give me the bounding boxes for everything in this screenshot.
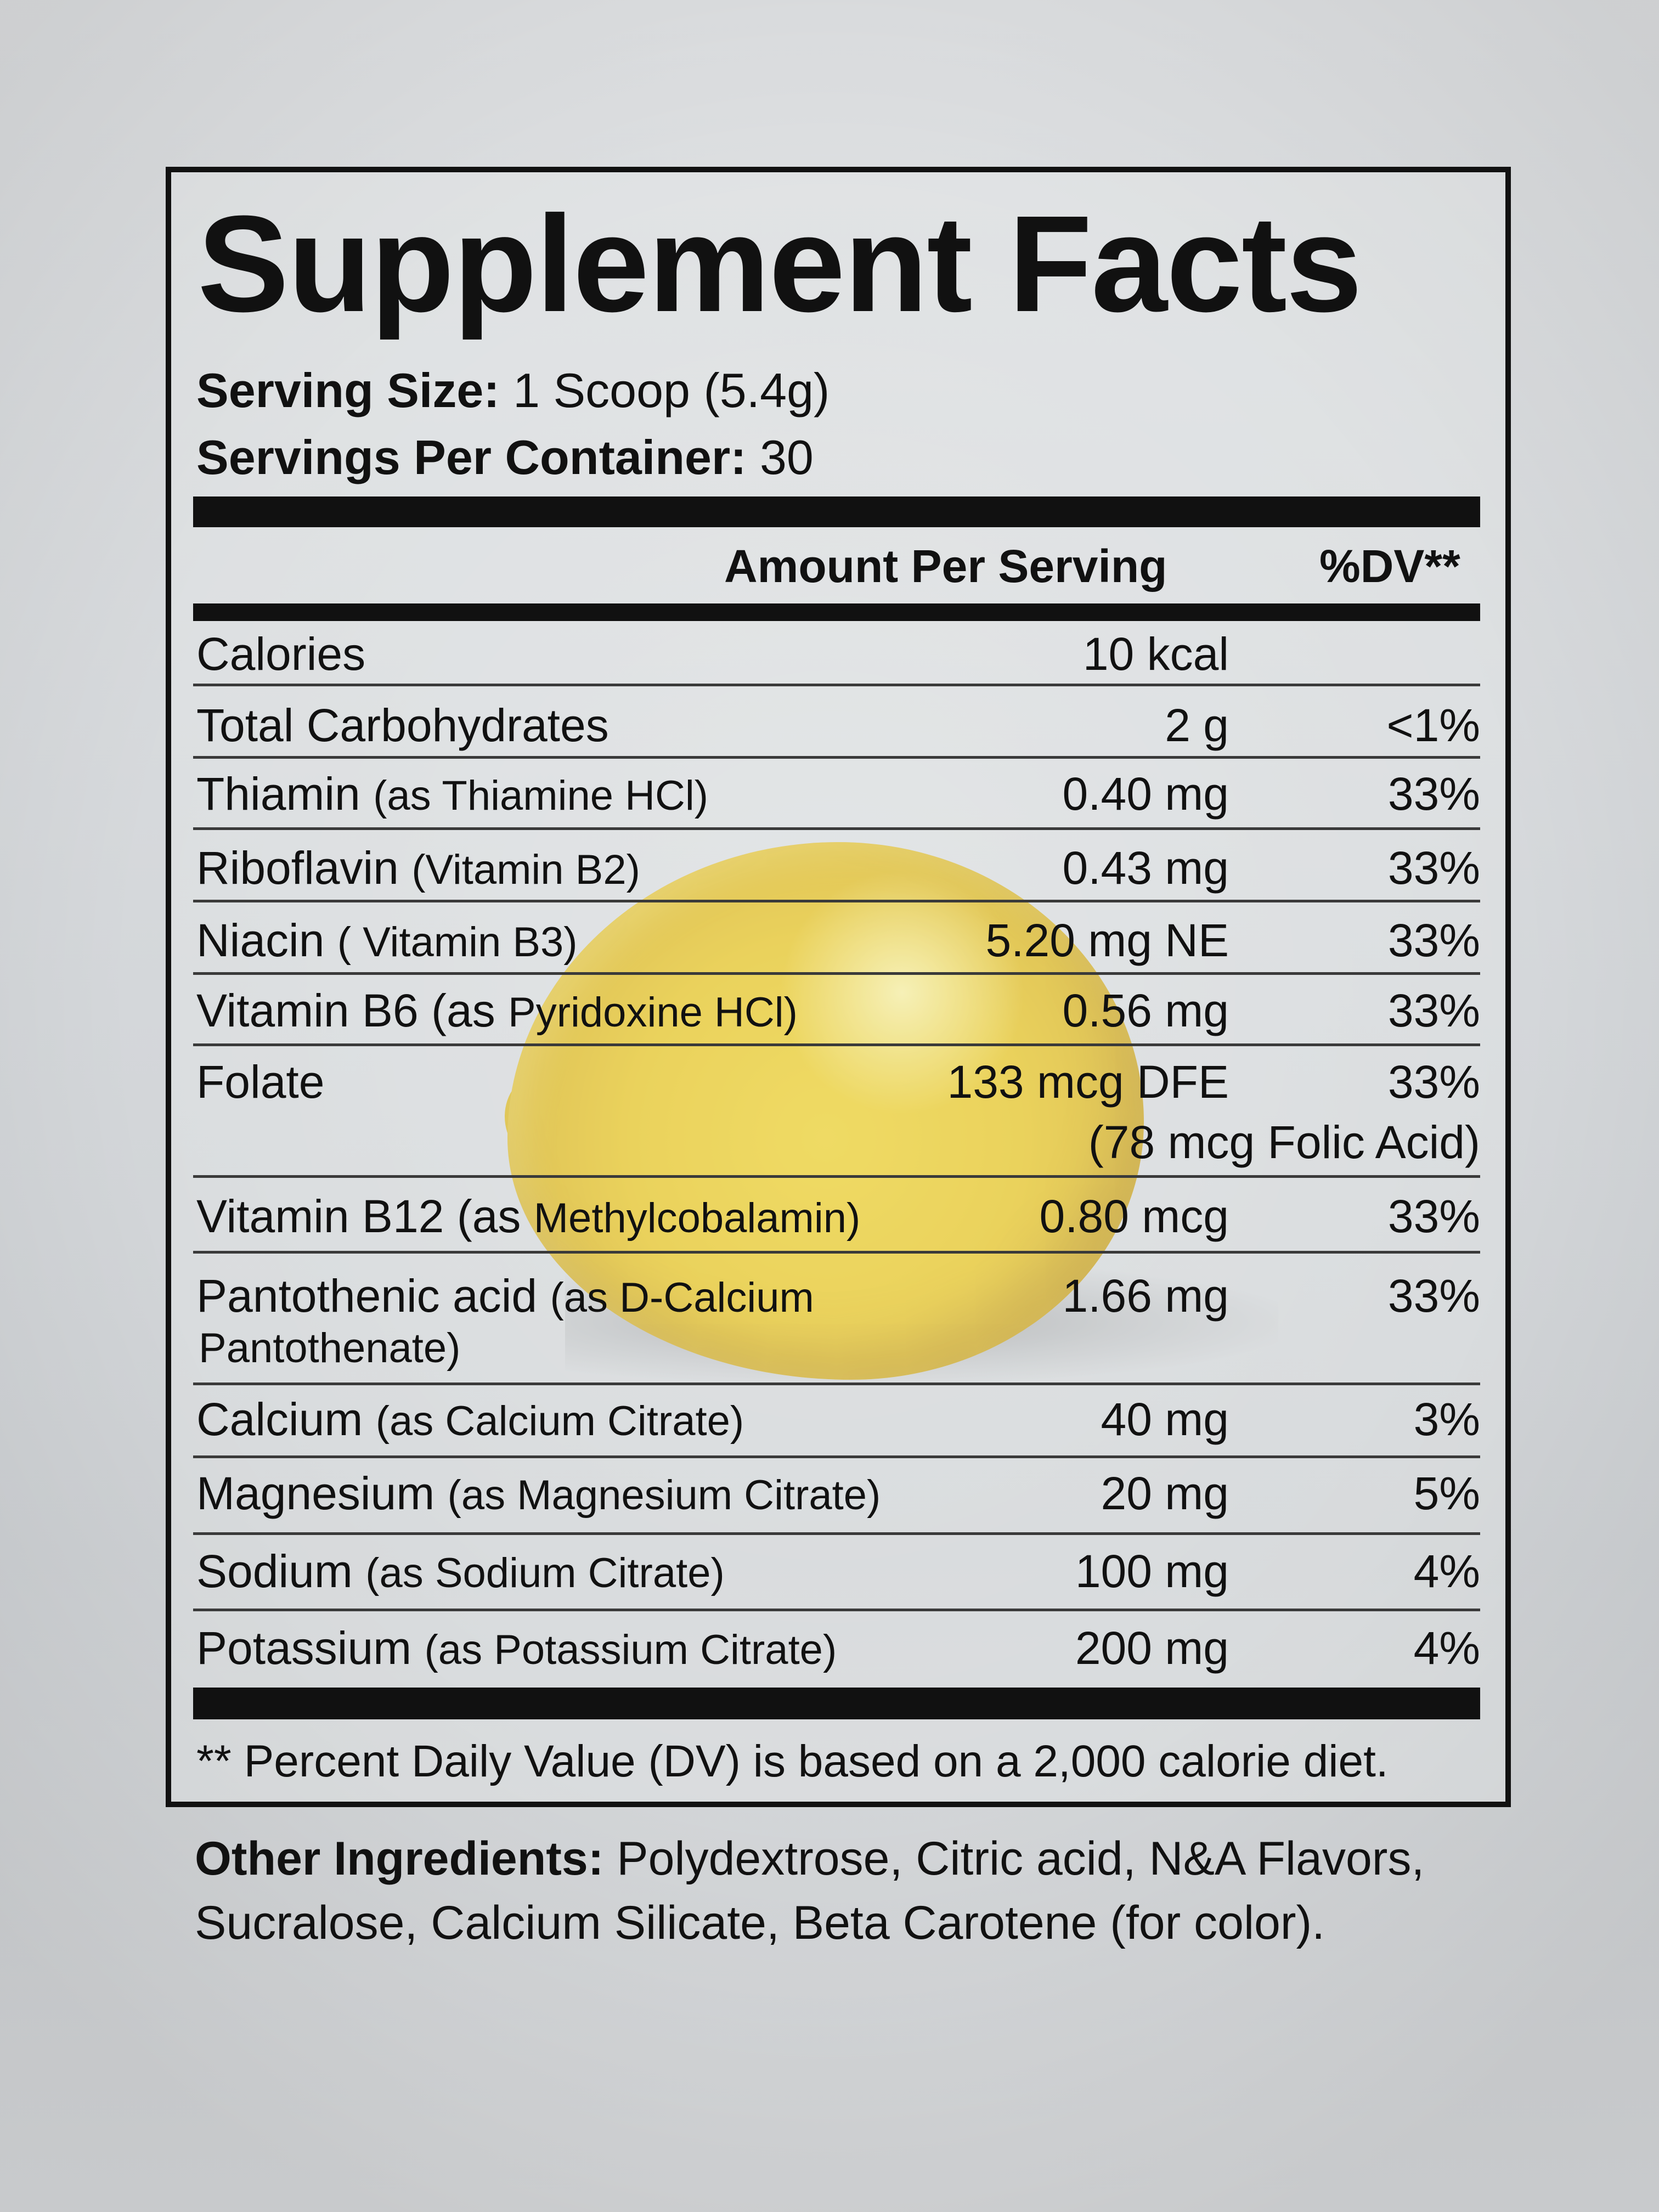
- row-potassium-dv: 4%: [1413, 1622, 1480, 1674]
- row-calcium-label: Calcium: [196, 1393, 376, 1445]
- row-carbs-name: Total Carbohydrates: [196, 699, 609, 751]
- row-pantothenic-source: (as D-Calcium: [550, 1274, 814, 1321]
- other-ingredients-text1: Polydextrose, Citric acid, N&A Flavors,: [603, 1832, 1425, 1885]
- serving-size-label: Serving Size:: [196, 363, 500, 417]
- row-divider: [193, 1383, 1480, 1385]
- row-potassium-amount: 200 mg: [1075, 1622, 1229, 1674]
- row-divider: [193, 684, 1480, 686]
- row-divider: [193, 1455, 1480, 1458]
- servings-per-container: Servings Per Container: 30: [196, 433, 814, 482]
- row-calories-amount: 10 kcal: [1082, 628, 1229, 680]
- row-magnesium-name: Magnesium (as Magnesium Citrate): [196, 1470, 881, 1516]
- panel-title: Supplement Facts: [198, 187, 1362, 340]
- row-niacin-dv: 33%: [1387, 915, 1480, 966]
- lemon-image: [507, 842, 1144, 1380]
- row-pantothenic-amount: 1.66 mg: [1062, 1270, 1229, 1322]
- row-calories-name: Calories: [196, 628, 366, 680]
- row-folate-name: Folate: [196, 1056, 325, 1108]
- row-b6-label: Vitamin B6 (as: [196, 985, 509, 1036]
- row-divider: [193, 1043, 1480, 1046]
- row-divider: [193, 756, 1480, 759]
- row-niacin-source: ( Vitamin B3): [337, 919, 578, 966]
- row-magnesium-source: (as Magnesium Citrate): [447, 1472, 881, 1519]
- row-calcium-amount: 40 mg: [1101, 1393, 1229, 1445]
- row-sodium-dv: 4%: [1413, 1545, 1480, 1597]
- row-potassium-name: Potassium (as Potassium Citrate): [196, 1625, 837, 1671]
- row-calcium-source: (as Calcium Citrate): [375, 1398, 744, 1444]
- row-riboflavin-name: Riboflavin (Vitamin B2): [196, 845, 640, 891]
- serving-size: Serving Size: 1 Scoop (5.4g): [196, 366, 830, 415]
- row-riboflavin-source: (Vitamin B2): [411, 847, 640, 893]
- row-sodium-source: (as Sodium Citrate): [365, 1550, 725, 1596]
- row-divider: [193, 1532, 1480, 1535]
- row-sodium-name: Sodium (as Sodium Citrate): [196, 1548, 725, 1594]
- row-b12-source: Methylcobalamin): [533, 1195, 861, 1242]
- servings-per-container-label: Servings Per Container:: [196, 430, 747, 484]
- row-pantothenic-label: Pantothenic acid: [196, 1270, 550, 1322]
- row-divider: [193, 972, 1480, 975]
- amount-per-serving-header: Amount Per Serving: [724, 540, 1167, 592]
- row-divider: [193, 827, 1480, 830]
- row-magnesium-amount: 20 mg: [1101, 1468, 1229, 1519]
- row-niacin-label: Niacin: [196, 915, 337, 966]
- row-calcium-name: Calcium (as Calcium Citrate): [196, 1396, 744, 1442]
- row-niacin-name: Niacin ( Vitamin B3): [196, 917, 578, 963]
- row-pantothenic-source-line2: Pantothenate): [199, 1325, 461, 1372]
- row-divider: [193, 900, 1480, 902]
- row-folate-folic-acid: (78 mcg Folic Acid): [1088, 1116, 1480, 1168]
- row-carbs-amount: 2 g: [1165, 699, 1229, 751]
- row-b6-name: Vitamin B6 (as Pyridoxine HCl): [196, 988, 798, 1034]
- row-pantothenic-name: Pantothenic acid (as D-Calcium: [196, 1273, 814, 1319]
- row-potassium-label: Potassium: [196, 1622, 425, 1674]
- row-potassium-source: (as Potassium Citrate): [424, 1627, 837, 1673]
- row-riboflavin-dv: 33%: [1387, 842, 1480, 894]
- row-thiamin-label: Thiamin: [196, 768, 374, 820]
- thick-divider-header: [193, 603, 1480, 621]
- row-thiamin-amount: 0.40 mg: [1062, 768, 1229, 820]
- row-riboflavin-label: Riboflavin: [196, 842, 412, 894]
- dv-footnote: ** Percent Daily Value (DV) is based on …: [196, 1736, 1389, 1786]
- row-divider: [193, 1175, 1480, 1178]
- servings-per-container-value: 30: [759, 430, 814, 484]
- thick-divider-top: [193, 496, 1480, 527]
- row-thiamin-source: (as Thiamine HCl): [373, 772, 709, 819]
- thick-divider-bottom: [193, 1688, 1480, 1719]
- row-b12-label: Vitamin B12 (as: [196, 1190, 534, 1242]
- row-b6-amount: 0.56 mg: [1062, 985, 1229, 1036]
- row-folate-dv: 33%: [1387, 1056, 1480, 1108]
- row-b6-source: Pyridoxine HCl): [508, 989, 798, 1036]
- row-magnesium-dv: 5%: [1413, 1468, 1480, 1519]
- row-niacin-amount: 5.20 mg NE: [985, 915, 1229, 966]
- row-thiamin-dv: 33%: [1387, 768, 1480, 820]
- row-thiamin-name: Thiamin (as Thiamine HCl): [196, 771, 708, 817]
- row-divider: [193, 1609, 1480, 1611]
- row-carbs-dv: <1%: [1386, 699, 1480, 751]
- other-ingredients-line2: Sucralose, Calcium Silicate, Beta Carote…: [195, 1897, 1325, 1949]
- row-b6-dv: 33%: [1387, 985, 1480, 1036]
- dv-header: %DV**: [1319, 540, 1460, 592]
- row-riboflavin-amount: 0.43 mg: [1062, 842, 1229, 894]
- row-b12-amount: 0.80 mcg: [1039, 1190, 1229, 1242]
- row-sodium-amount: 100 mg: [1075, 1545, 1229, 1597]
- other-ingredients-line1: Other Ingredients: Polydextrose, Citric …: [195, 1835, 1424, 1882]
- row-calcium-dv: 3%: [1413, 1393, 1480, 1445]
- row-b12-dv: 33%: [1387, 1190, 1480, 1242]
- row-b12-name: Vitamin B12 (as Methylcobalamin): [196, 1193, 860, 1239]
- row-pantothenic-dv: 33%: [1387, 1270, 1480, 1322]
- row-folate-amount: 133 mcg DFE: [947, 1056, 1229, 1108]
- row-sodium-label: Sodium: [196, 1545, 366, 1597]
- row-divider: [193, 1251, 1480, 1254]
- serving-size-value: 1 Scoop (5.4g): [513, 363, 830, 417]
- other-ingredients-label: Other Ingredients:: [195, 1832, 604, 1885]
- row-magnesium-label: Magnesium: [196, 1468, 448, 1519]
